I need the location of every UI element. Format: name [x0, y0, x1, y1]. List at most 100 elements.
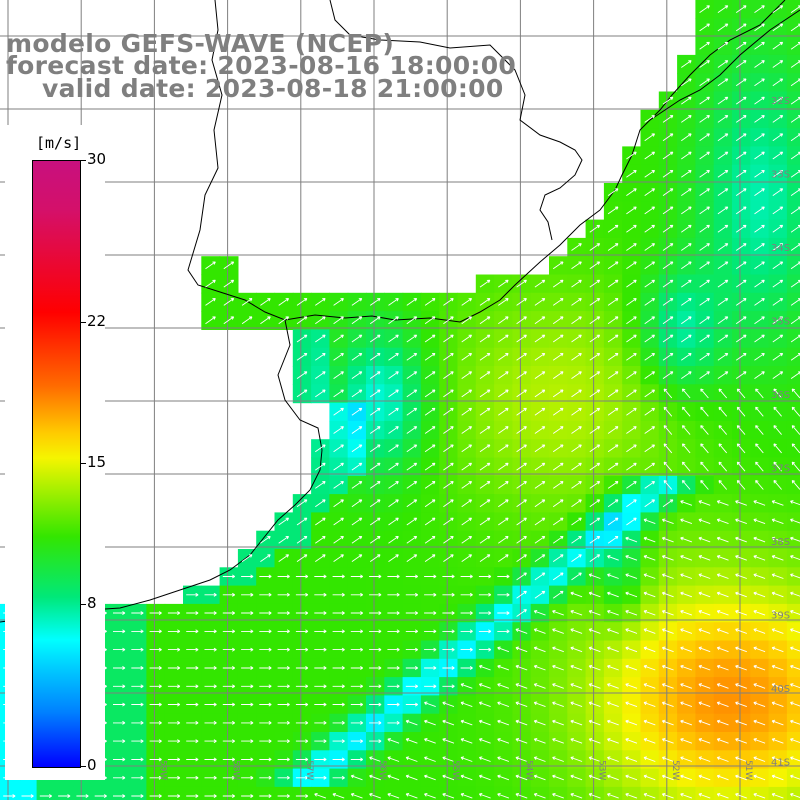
- wind-arrow: [753, 518, 766, 525]
- wind-arrow: [497, 646, 510, 653]
- wind-arrow: [260, 298, 271, 306]
- wind-arrow: [771, 555, 784, 561]
- wind-arrow: [113, 702, 126, 707]
- wind-arrow: [241, 298, 253, 306]
- wind-arrow: [333, 554, 344, 562]
- colorbar-tick-label: 0: [87, 756, 97, 774]
- wind-arrow: [626, 298, 637, 306]
- wind-arrow: [661, 719, 674, 726]
- wind-arrow: [277, 739, 290, 744]
- wind-arrow: [754, 279, 765, 288]
- wind-arrow: [516, 389, 527, 398]
- wind-arrow: [204, 720, 217, 725]
- wind-arrow: [369, 334, 381, 343]
- wind-arrow: [388, 462, 399, 471]
- wind-arrow: [113, 611, 126, 615]
- wind-arrow: [755, 443, 764, 454]
- wind-arrow: [753, 555, 766, 561]
- wind-arrow: [626, 206, 637, 215]
- wind-arrow: [351, 462, 363, 471]
- wind-arrow: [295, 775, 309, 780]
- wind-arrow: [700, 425, 709, 435]
- wind-cell: [622, 786, 642, 800]
- wind-arrow: [406, 554, 418, 562]
- wind-cell: [786, 530, 800, 550]
- wind-arrow: [442, 666, 455, 670]
- wind-arrow: [461, 298, 473, 306]
- wind-arrow: [607, 243, 619, 251]
- wind-arrow: [607, 224, 619, 233]
- wind-arrow: [699, 316, 710, 325]
- wind-arrow: [607, 535, 619, 544]
- wind-arrow: [755, 406, 764, 417]
- wind-arrow: [552, 590, 564, 599]
- wind-arrow: [369, 629, 382, 634]
- wind-cell: [786, 366, 800, 385]
- wind-arrow: [625, 628, 638, 634]
- wind-arrow: [241, 554, 253, 562]
- wind-arrow: [735, 41, 747, 50]
- wind-arrow: [534, 371, 546, 379]
- wind-arrow: [260, 554, 271, 562]
- wind-arrow: [754, 96, 765, 105]
- wind-cell: [786, 0, 800, 19]
- wind-arrow: [717, 5, 729, 13]
- wind-arrow: [479, 389, 491, 398]
- wind-arrow: [533, 628, 546, 634]
- wind-arrow: [753, 609, 766, 616]
- wind-arrow: [388, 426, 399, 434]
- wind-arrow: [735, 371, 747, 379]
- wind-arrow: [131, 647, 144, 652]
- coastline: [0, 0, 800, 623]
- wind-arrow: [754, 41, 765, 50]
- wind-arrow: [350, 629, 364, 634]
- wind-arrow: [571, 554, 582, 562]
- wind-arrow: [698, 756, 711, 762]
- wind-arrow: [662, 334, 674, 343]
- wind-arrow: [626, 334, 637, 343]
- wind-arrow: [735, 169, 747, 178]
- wind-arrow: [315, 444, 326, 453]
- longitude-label: 52W: [670, 760, 680, 780]
- wind-arrow: [755, 479, 764, 490]
- wind-arrow: [443, 407, 454, 416]
- wind-arrow: [278, 298, 290, 306]
- wind-arrow: [735, 555, 747, 561]
- wind-arrow: [333, 462, 344, 471]
- wind-cell: [786, 18, 800, 38]
- wind-arrow: [278, 554, 290, 562]
- wind-cell: [750, 786, 770, 800]
- wind-arrow: [461, 371, 473, 379]
- wind-arrow: [772, 133, 784, 142]
- wind-arrow: [735, 500, 747, 506]
- wind-arrow: [424, 647, 437, 652]
- wind-arrow: [314, 629, 327, 634]
- latitude-label: 41S: [771, 758, 790, 769]
- wind-arrow: [791, 388, 800, 399]
- wind-arrow: [754, 261, 765, 270]
- wind-arrow: [663, 461, 673, 472]
- wind-arrow: [332, 757, 345, 762]
- wind-cell: [677, 786, 696, 800]
- wind-arrow: [698, 683, 711, 689]
- wind-arrow: [222, 757, 236, 762]
- wind-arrow: [717, 115, 729, 123]
- wind-cell: [786, 384, 800, 404]
- wind-arrow: [699, 279, 710, 288]
- wind-arrow: [699, 78, 710, 87]
- wind-arrow: [700, 388, 709, 399]
- wind-arrow: [607, 481, 619, 489]
- wind-arrow: [406, 499, 418, 508]
- wind-arrow: [332, 720, 345, 725]
- wind-arrow: [461, 499, 473, 508]
- wind-arrow: [552, 792, 564, 799]
- wind-arrow: [205, 316, 216, 325]
- wind-arrow: [351, 554, 363, 562]
- wind-arrow: [277, 611, 290, 615]
- wind-arrow: [552, 609, 564, 616]
- wind-arrow: [406, 316, 418, 325]
- wind-arrow: [443, 316, 454, 325]
- wind-arrow: [644, 316, 656, 325]
- wind-arrow: [315, 499, 326, 508]
- wind-arrow: [661, 646, 674, 653]
